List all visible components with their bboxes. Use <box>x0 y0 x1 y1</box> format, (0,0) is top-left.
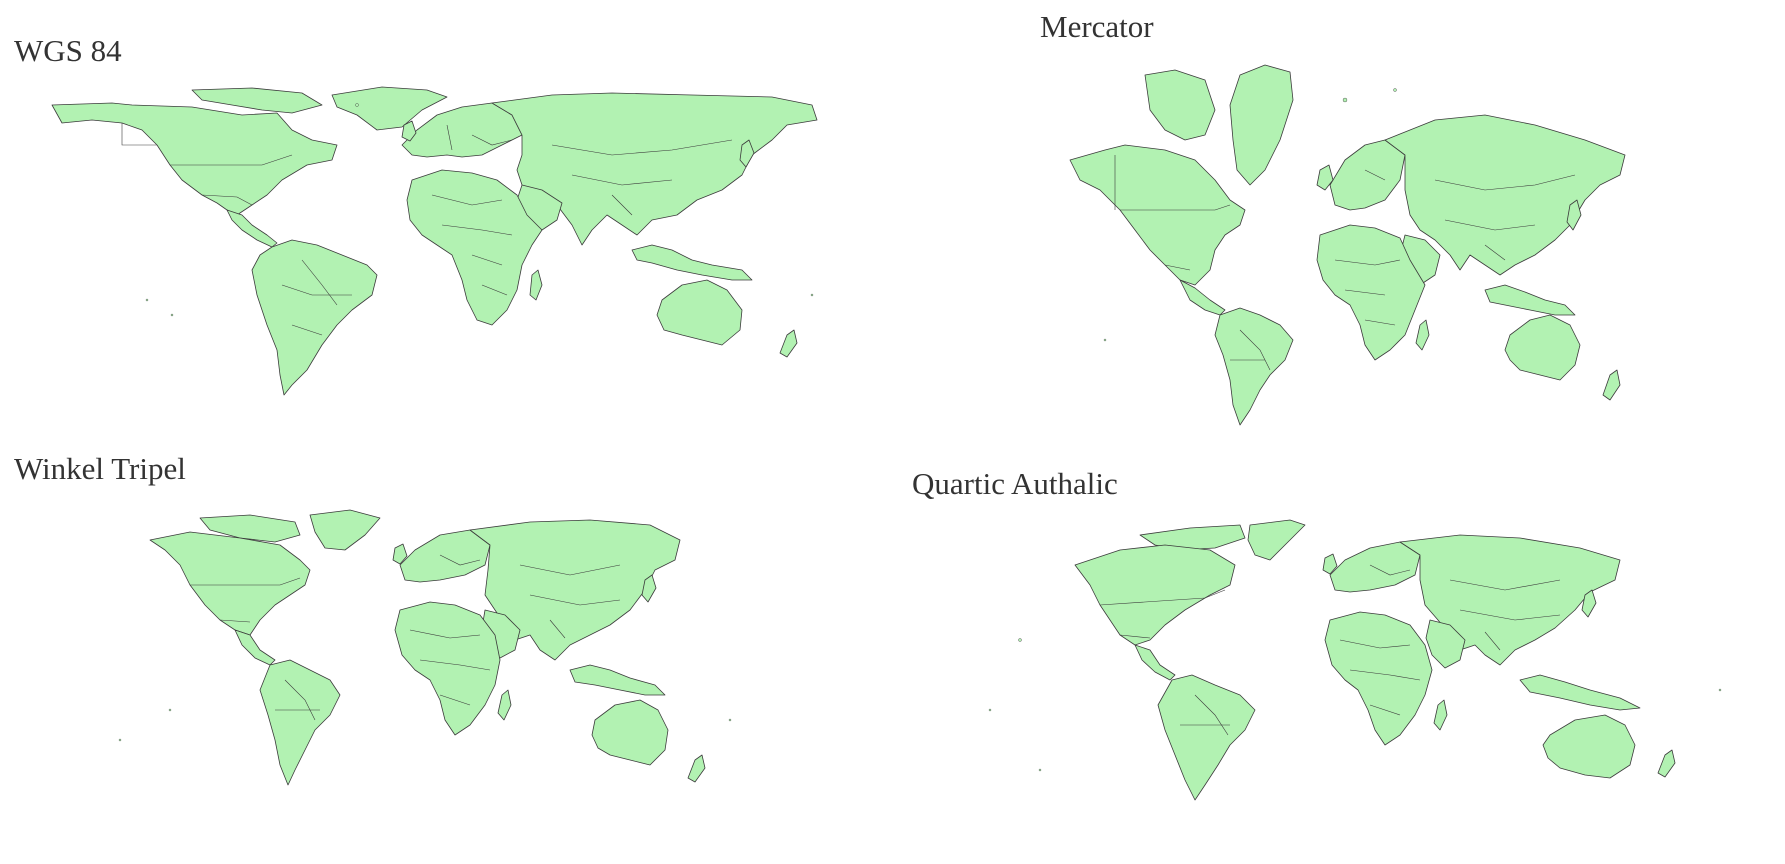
arctic-islands <box>191 87 323 114</box>
africa <box>1316 224 1426 361</box>
british-isles <box>1322 553 1338 575</box>
australia <box>1504 314 1581 381</box>
greenland <box>309 509 381 551</box>
greenland <box>331 86 448 131</box>
north-america <box>1074 544 1236 646</box>
greenland <box>1229 64 1294 186</box>
map-panel-quartic-authalic: Quartic Authalic <box>900 440 1785 864</box>
map-title: WGS 84 <box>14 33 122 68</box>
landmasses <box>988 519 1722 801</box>
country-borders <box>190 554 621 721</box>
map-panel-wgs84: WGS 84 <box>0 0 880 430</box>
europe <box>1329 541 1421 593</box>
japan <box>641 574 657 603</box>
se-asia-islands <box>569 664 666 696</box>
north-america <box>1069 144 1246 286</box>
south-america <box>1157 674 1256 801</box>
map-title: Winkel Tripel <box>14 451 186 486</box>
madagascar <box>529 269 543 301</box>
arctic-islands <box>199 514 301 543</box>
map-title: Mercator <box>1040 9 1154 44</box>
south-america <box>251 239 378 396</box>
africa <box>1324 611 1433 746</box>
central-america <box>226 209 278 248</box>
world-map-winkel-tripel <box>118 509 732 786</box>
arabia <box>1425 619 1466 669</box>
madagascar <box>1415 319 1430 351</box>
country-borders <box>121 123 733 336</box>
country-borders <box>1099 564 1561 736</box>
north-america <box>149 531 311 636</box>
asia <box>491 92 818 246</box>
british-isles <box>392 543 408 565</box>
se-asia-islands <box>631 244 753 281</box>
arctic-islands <box>1144 69 1216 141</box>
british-isles <box>1316 164 1334 191</box>
europe <box>399 529 491 583</box>
landmasses <box>1069 64 1626 426</box>
japan <box>1566 199 1582 231</box>
map-panel-winkel-tripel: Winkel Tripel <box>0 440 880 864</box>
madagascar <box>497 689 512 721</box>
map-panel-mercator: Mercator <box>1020 0 1785 430</box>
south-america <box>1214 307 1294 426</box>
landmasses <box>118 509 732 786</box>
new-zealand <box>1602 369 1621 401</box>
south-america <box>259 659 341 786</box>
japan <box>1581 589 1597 618</box>
se-asia-islands <box>1519 674 1641 711</box>
new-zealand <box>687 754 706 783</box>
world-map-wgs84 <box>51 86 818 396</box>
asia <box>1384 114 1626 276</box>
central-america <box>1179 279 1226 316</box>
africa <box>406 169 543 326</box>
landmasses <box>51 86 818 396</box>
se-asia-islands <box>1484 284 1576 316</box>
central-america <box>1134 644 1176 681</box>
world-map-quartic-authalic <box>988 519 1722 801</box>
australia <box>591 699 669 766</box>
japan <box>739 139 755 168</box>
greenland <box>1247 519 1306 561</box>
africa <box>394 601 501 736</box>
map-title: Quartic Authalic <box>912 466 1118 501</box>
asia <box>469 519 681 661</box>
europe <box>1329 139 1406 211</box>
country-borders <box>1114 155 1576 371</box>
world-map-mercator <box>1069 64 1626 426</box>
madagascar <box>1433 699 1448 731</box>
new-zealand <box>779 329 798 358</box>
central-america <box>234 629 276 666</box>
australia <box>1542 714 1636 779</box>
australia <box>656 279 743 346</box>
north-america <box>51 102 338 216</box>
british-isles <box>401 120 417 142</box>
new-zealand <box>1657 749 1676 778</box>
